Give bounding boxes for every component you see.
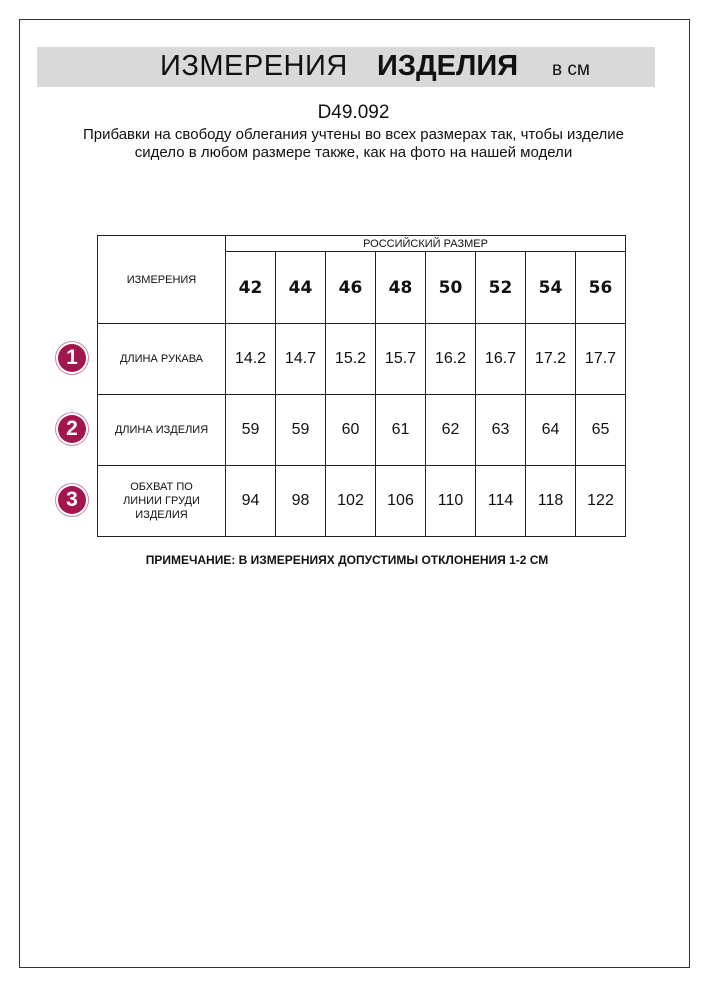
value-cell: 114	[475, 465, 526, 537]
description: Прибавки на свободу облегания учтены во …	[82, 126, 625, 161]
value-cell: 118	[525, 465, 576, 537]
product-code: D49.092	[317, 102, 390, 123]
value-cell: 16.2	[425, 323, 476, 395]
title-banner	[37, 47, 655, 87]
title-regular: ИЗМЕРЕНИЯ	[160, 50, 348, 82]
value-cell: 61	[375, 394, 426, 466]
value-cell: 15.7	[375, 323, 426, 395]
size-header: 46	[325, 251, 376, 324]
value-cell: 15.2	[325, 323, 376, 395]
size-header: 44	[275, 251, 326, 324]
value-cell: 17.2	[525, 323, 576, 395]
size-header: 52	[475, 251, 526, 324]
title-unit: в см	[552, 59, 590, 80]
note: ПРИМЕЧАНИЕ: В ИЗМЕРЕНИЯХ ДОПУСТИМЫ ОТКЛО…	[145, 553, 549, 567]
value-cell: 65	[575, 394, 626, 466]
row-label: ДЛИНА ИЗДЕЛИЯ	[97, 394, 226, 466]
value-cell: 59	[225, 394, 276, 466]
table-row: ДЛИНА ИЗДЕЛИЯ 59 59 60 61 62 63 64 65	[97, 394, 626, 466]
row-label: ДЛИНА РУКАВА	[97, 323, 226, 395]
value-cell: 64	[525, 394, 576, 466]
size-header: 56	[575, 251, 626, 324]
value-cell: 63	[475, 394, 526, 466]
value-cell: 102	[325, 465, 376, 537]
value-cell: 14.7	[275, 323, 326, 395]
row-number-badge: 3	[58, 486, 86, 514]
value-cell: 60	[325, 394, 376, 466]
value-cell: 106	[375, 465, 426, 537]
value-cell: 98	[275, 465, 326, 537]
size-header: 50	[425, 251, 476, 324]
value-cell: 17.7	[575, 323, 626, 395]
value-cell: 94	[225, 465, 276, 537]
size-table: ИЗМЕРЕНИЯ РОССИЙСКИЙ РАЗМЕР 42 44 46 48 50 52…	[97, 235, 626, 537]
title-bold: ИЗДЕЛИЯ	[377, 50, 519, 82]
size-header: 48	[375, 251, 426, 324]
table-row: ОБХВАТ ПО ЛИНИИ ГРУДИ ИЗДЕЛИЯ 94 98 102 106 1…	[97, 465, 626, 537]
value-cell: 110	[425, 465, 476, 537]
row-label: ОБХВАТ ПО ЛИНИИ ГРУДИ ИЗДЕЛИЯ	[97, 465, 226, 537]
table-row: ДЛИНА РУКАВА 14.2 14.7 15.2 15.7 16.2 16.7 17.2…	[97, 323, 626, 395]
page-frame	[19, 19, 690, 968]
value-cell: 59	[275, 394, 326, 466]
value-cell: 16.7	[475, 323, 526, 395]
row-number-badge: 2	[58, 415, 86, 443]
size-group-header: РОССИЙСКИЙ РАЗМЕР	[225, 235, 626, 252]
row-number-badge: 1	[58, 344, 86, 372]
value-cell: 14.2	[225, 323, 276, 395]
measure-header: ИЗМЕРЕНИЯ	[97, 235, 226, 324]
value-cell: 122	[575, 465, 626, 537]
sizes-row: 42 44 46 48 50 52 54 56	[98, 251, 626, 324]
value-cell: 62	[425, 394, 476, 466]
size-header: 54	[525, 251, 576, 324]
size-header: 42	[225, 251, 276, 324]
